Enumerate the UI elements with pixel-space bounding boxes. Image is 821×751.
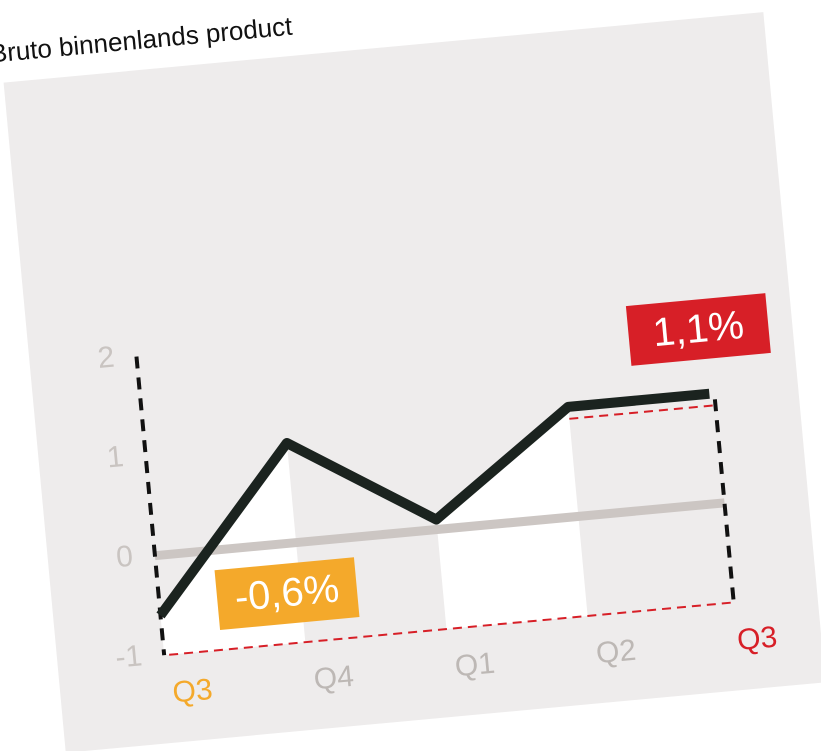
level-line <box>569 404 716 420</box>
x-tick-label: Q1 <box>453 647 496 684</box>
value-label: 1,1% <box>651 303 746 355</box>
x-tick-label: Q3 <box>736 621 779 658</box>
line <box>156 388 710 619</box>
y-tick-label: -1 <box>114 639 144 674</box>
x-tick-label: Q2 <box>595 634 638 671</box>
drop-line <box>712 399 736 603</box>
stripe <box>436 406 588 630</box>
value-label: -0,6% <box>233 566 341 619</box>
floor-line <box>169 601 734 656</box>
value-label-box <box>625 293 771 366</box>
value-label-box <box>214 557 360 630</box>
x-tick-label: Q3 <box>171 673 214 710</box>
y-tick-label: 1 <box>106 440 126 474</box>
x-tick-label: Q4 <box>312 660 355 697</box>
zero-line <box>154 498 725 561</box>
y-tick-label: 2 <box>96 341 116 375</box>
y-tick-label: 0 <box>115 540 135 574</box>
y-axis <box>134 356 167 656</box>
